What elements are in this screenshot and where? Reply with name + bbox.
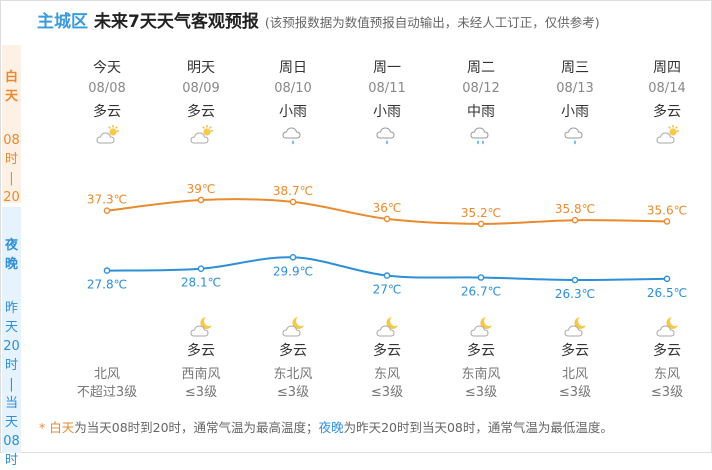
day-condition: 小雨 [279, 104, 307, 120]
moderate-rain-icon [469, 123, 495, 147]
low-temperature-label: 26.7℃ [461, 285, 501, 299]
wind-direction: 东南风 [461, 367, 501, 382]
page-title: 未来7天天气客观预报 [94, 12, 259, 32]
night-condition: 多云 [279, 343, 307, 359]
wind-direction: 东北风 [273, 367, 313, 382]
night-side-label: 夜晚 昨 天 20 时 | 当 天 08 时 [2, 207, 21, 468]
high-temperature-point [477, 220, 485, 228]
daytime-side-label: 白天 08 时 | 20 时 [2, 45, 21, 224]
footer-star: * [39, 420, 50, 435]
footer-day-word: 白天 [49, 420, 75, 435]
partly-cloudy-moon-icon [469, 315, 495, 339]
header: 主城区 未来7天天气客观预报 (该预报数据为数值预报自动输出，未经人工订正，仅供参考… [37, 7, 600, 32]
high-temperature-label: 35.2℃ [461, 206, 501, 220]
wind-level: ≤3级 [558, 385, 592, 400]
partly-cloudy-moon-icon [281, 315, 307, 339]
night-condition: 多云 [373, 343, 401, 359]
date-label: 08/08 [88, 81, 126, 96]
light-rain-icon [563, 123, 589, 147]
wind-level: ≤3级 [276, 385, 310, 400]
low-temperature-label: 26.3℃ [555, 287, 595, 301]
low-temperature-point [383, 272, 391, 279]
wind-direction: 东风 [653, 367, 680, 382]
date-label: 08/14 [648, 81, 686, 96]
high-temperature-point [663, 218, 671, 225]
night-condition: 多云 [561, 343, 589, 359]
partly-cloudy-moon-icon [375, 315, 401, 339]
wind-level: ≤3级 [650, 385, 684, 400]
footer-night-text: 为昨天20时到当天08时，通常气温为最低温度。 [343, 420, 613, 435]
high-temperature-label: 39℃ [187, 182, 216, 196]
day-of-week: 周三 [561, 60, 589, 76]
high-temperature-point [289, 198, 297, 206]
low-temperature-label: 27℃ [373, 283, 402, 297]
high-temperature-label: 38.7℃ [273, 184, 313, 198]
light-rain-icon [375, 123, 401, 147]
partly-cloudy-moon-icon [189, 315, 215, 339]
daytime-label: 白天 [5, 70, 19, 104]
low-temperature-label: 26.5℃ [647, 286, 687, 300]
day-condition: 小雨 [561, 104, 589, 120]
footer-night-word: 夜晚 [318, 420, 344, 435]
day-of-week: 明天 [187, 60, 215, 76]
night-range-label: 昨 天 20 时 | 当 天 08 时 [3, 301, 20, 468]
night-label: 夜晚 [5, 238, 19, 272]
low-temperature-point [663, 275, 671, 283]
region-name: 主城区 [37, 12, 88, 32]
night-condition: 多云 [467, 343, 495, 359]
date-label: 08/10 [274, 81, 312, 96]
high-temperature-label: 35.8℃ [555, 202, 595, 216]
day-condition: 多云 [187, 104, 215, 120]
high-temperature-point [103, 207, 111, 214]
low-temperature-point [289, 253, 297, 261]
disclaimer-note: (该预报数据为数值预报自动输出，未经人工订正，仅供参考) [264, 15, 600, 30]
day-of-week: 周二 [467, 60, 495, 76]
day-of-week: 今天 [93, 60, 121, 76]
temperature-chart: 37.3℃ 39℃ 38.7℃ 36℃ 35.2℃ 35.8℃ 35.6℃ 27.8℃ 28.1… [87, 182, 687, 301]
partly-cloudy-sun-icon [655, 123, 681, 147]
day-condition: 多云 [653, 104, 681, 120]
high-temperature-label: 36℃ [373, 201, 402, 215]
date-label: 08/09 [182, 81, 220, 96]
night-condition: 多云 [653, 343, 681, 359]
low-temperature-point [571, 276, 579, 284]
low-temperature-label: 29.9℃ [273, 264, 313, 278]
high-temperature-label: 35.6℃ [647, 203, 687, 217]
wind-direction: 北风 [561, 367, 588, 382]
day-of-week: 周日 [279, 60, 307, 76]
light-rain-icon [281, 123, 307, 147]
date-label: 08/11 [368, 81, 406, 96]
partly-cloudy-moon-icon [655, 315, 681, 339]
partly-cloudy-sun-icon [95, 123, 121, 147]
low-temperature-label: 28.1℃ [181, 276, 221, 290]
partly-cloudy-moon-icon [563, 315, 589, 339]
low-temperature-point [197, 265, 205, 273]
partly-cloudy-sun-icon [189, 123, 215, 147]
wind-direction: 东风 [373, 367, 400, 382]
high-temperature-point [383, 215, 391, 223]
wind-level: ≤3级 [464, 385, 498, 400]
high-temperature-point [197, 196, 205, 204]
night-condition: 多云 [187, 343, 215, 359]
footer-day-text: 为当天08时到20时，通常气温为最高温度； [74, 420, 319, 435]
low-temperature-label: 27.8℃ [87, 278, 127, 292]
day-condition: 中雨 [467, 104, 495, 120]
wind-direction: 北风 [93, 367, 120, 382]
date-label: 08/12 [462, 81, 500, 96]
wind-level: ≤3级 [370, 385, 404, 400]
day-condition: 小雨 [373, 104, 401, 120]
low-temperature-point [103, 267, 111, 274]
day-of-week: 周一 [373, 60, 401, 76]
high-temperature-label: 37.3℃ [87, 193, 127, 207]
day-of-week: 周四 [653, 60, 681, 76]
wind-level: ≤3级 [184, 385, 218, 400]
wind-direction: 西南风 [181, 367, 221, 382]
date-label: 08/13 [556, 81, 594, 96]
footer-note: * 白天为当天08时到20时，通常气温为最高温度；夜晚为昨天20时到当天08时，… [39, 417, 613, 436]
wind-level: 不超过3级 [76, 385, 138, 400]
low-temperature-point [477, 274, 485, 281]
day-condition: 多云 [93, 104, 121, 120]
high-temperature-point [571, 216, 579, 224]
